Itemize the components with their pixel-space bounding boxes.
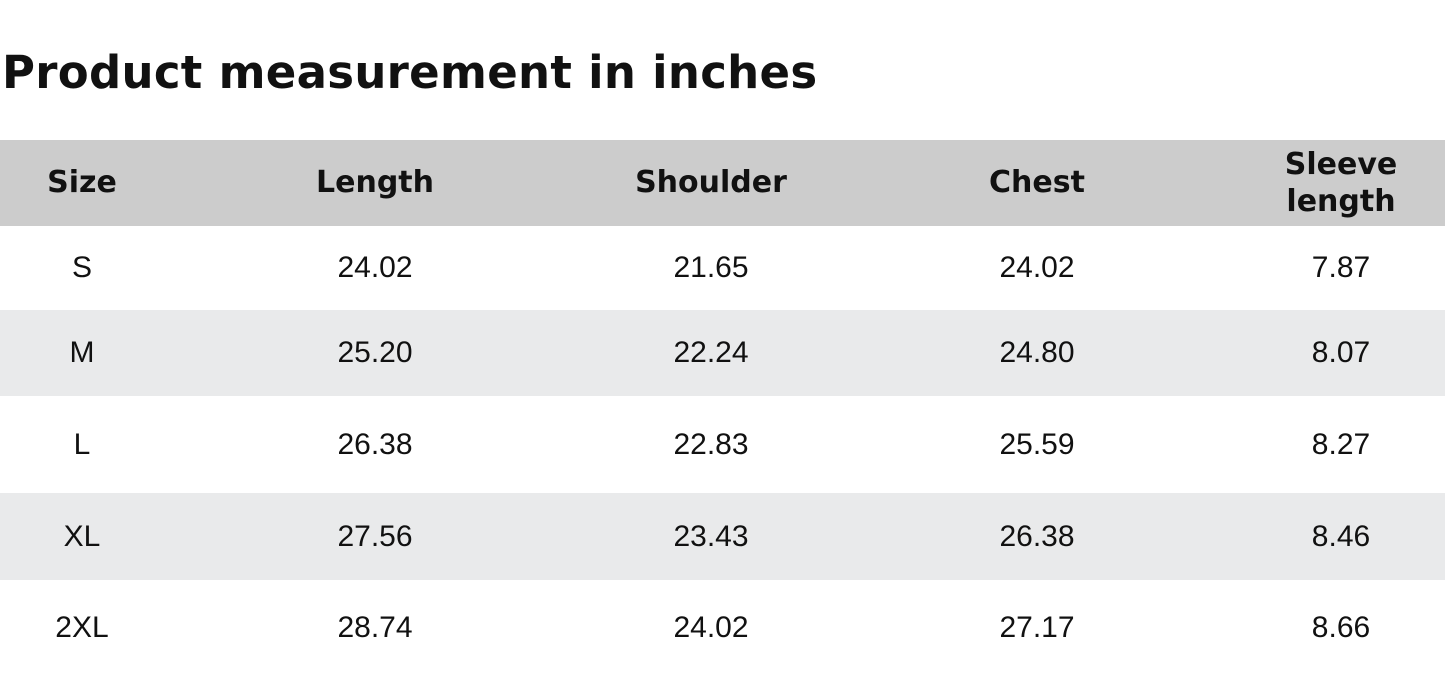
table-cell: 24.02	[999, 251, 1075, 284]
table-cell: XL	[63, 519, 101, 553]
table-cell: 8.46	[1311, 519, 1371, 553]
table-cell: 23.43	[673, 519, 749, 553]
table-cell: L	[73, 427, 91, 461]
table-cell: 24.02	[673, 611, 749, 644]
table-cell: 27.56	[337, 519, 413, 553]
header-row	[0, 140, 1445, 226]
table-row	[0, 396, 1445, 493]
table-cell: 24.80	[999, 336, 1075, 369]
table-cell: 8.07	[1311, 336, 1371, 369]
table-cell: 26.38	[337, 427, 413, 461]
page-title: Product measurement in inches	[2, 46, 818, 99]
table-cell: 8.27	[1311, 427, 1371, 461]
header-cell: Size	[47, 165, 117, 201]
table-row	[0, 493, 1445, 580]
table-row	[0, 226, 1445, 310]
header-cell: Shoulder	[635, 165, 787, 201]
table-row	[0, 580, 1445, 676]
table-cell: 22.24	[673, 336, 749, 369]
table-cell: 25.20	[337, 336, 413, 369]
table-row	[0, 310, 1445, 396]
table-cell: 21.65	[673, 251, 749, 284]
table-cell: 8.66	[1311, 611, 1371, 644]
table-cell: 2XL	[55, 611, 109, 644]
table-cell: 24.02	[337, 251, 413, 284]
header-cell: Length	[316, 165, 434, 201]
table-cell: 28.74	[337, 611, 413, 644]
table-cell: 25.59	[999, 427, 1075, 461]
header-cell: Sleeve length	[1284, 146, 1398, 220]
header-cell: Chest	[989, 165, 1085, 201]
table-cell: 22.83	[673, 427, 749, 461]
table-cell: 7.87	[1311, 251, 1371, 284]
table-cell: 26.38	[999, 519, 1075, 553]
table-cell: S	[71, 251, 92, 284]
table-cell: 27.17	[999, 611, 1075, 644]
table-cell: M	[69, 336, 95, 369]
